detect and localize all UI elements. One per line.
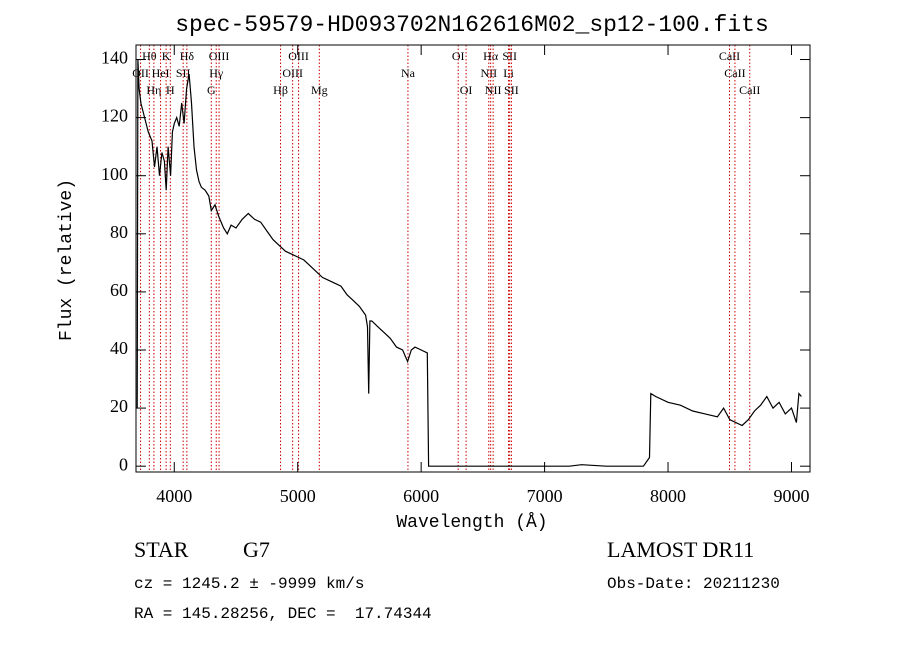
spectral-line-label: Hδ [180, 49, 195, 63]
spectral-line-label: Hθ [142, 49, 157, 63]
spectral-line-label: OI [460, 83, 473, 97]
spectral-line-label: NII [480, 66, 497, 80]
coordinates: RA = 145.28256, DEC = 17.74344 [134, 605, 432, 623]
spectral-line-label: CaII [719, 49, 740, 63]
y-tick-label: 100 [101, 164, 128, 184]
object-class: STAR [134, 537, 189, 562]
spectral-line-label: G [207, 83, 216, 97]
plot-frame [135, 44, 811, 473]
spectral-line-label: Li [503, 66, 514, 80]
redshift: cz = 1245.2 ± -9999 km/s [134, 575, 364, 593]
spectral-line-label: CaII [724, 66, 745, 80]
obs-date: Obs-Date: 20211230 [607, 575, 780, 593]
y-tick-label: 80 [110, 222, 128, 242]
y-tick-label: 40 [110, 338, 128, 358]
x-tick-label: 9000 [773, 486, 809, 506]
survey: LAMOST DR11 [607, 537, 754, 562]
spectral-line-label: Hα [483, 49, 499, 63]
y-tick-label: 0 [119, 454, 128, 474]
spectral-line-label: Hη [146, 83, 161, 97]
y-tick-label: 140 [101, 48, 128, 68]
x-tick-label: 8000 [650, 486, 686, 506]
spectral-line-label: OII [132, 66, 149, 80]
x-axis-label: Wavelength (Å) [396, 512, 547, 533]
x-tick-label: 6000 [403, 486, 439, 506]
spectral-line-label: Hβ [273, 83, 288, 97]
spectral-line-label: OIII [288, 49, 309, 63]
spectral-line-label: SII [176, 66, 191, 80]
spectral-line-label: OIII [209, 49, 230, 63]
spectral-line-label: NII [485, 83, 502, 97]
x-tick-label: 4000 [156, 486, 192, 506]
spectral-line-label: Hγ [209, 66, 224, 80]
spectral-line-label: SII [502, 49, 517, 63]
y-tick-label: 20 [110, 396, 128, 416]
y-tick-label: 60 [110, 280, 128, 300]
spectral-line-label: Mg [311, 83, 328, 97]
spectral-line-label: H [166, 83, 175, 97]
spectral-line-label: K [162, 49, 171, 63]
spectral-line-label: OI [452, 49, 465, 63]
y-axis-label: Flux (relative) [57, 179, 77, 341]
y-tick-label: 120 [101, 106, 128, 126]
spectral-line-label: SII [504, 83, 519, 97]
spectral-line-label: Na [401, 66, 416, 80]
x-tick-label: 5000 [280, 486, 316, 506]
x-tick-label: 7000 [527, 486, 563, 506]
spectral-line-label: HeI [152, 66, 170, 80]
spectral-line-label: OIII [282, 66, 303, 80]
chart-title: spec-59579-HD093702N162616M02_sp12-100.f… [175, 12, 769, 38]
spectrum [136, 59, 802, 467]
spectral-line-label: CaII [739, 83, 760, 97]
subclass: G7 [243, 537, 270, 562]
